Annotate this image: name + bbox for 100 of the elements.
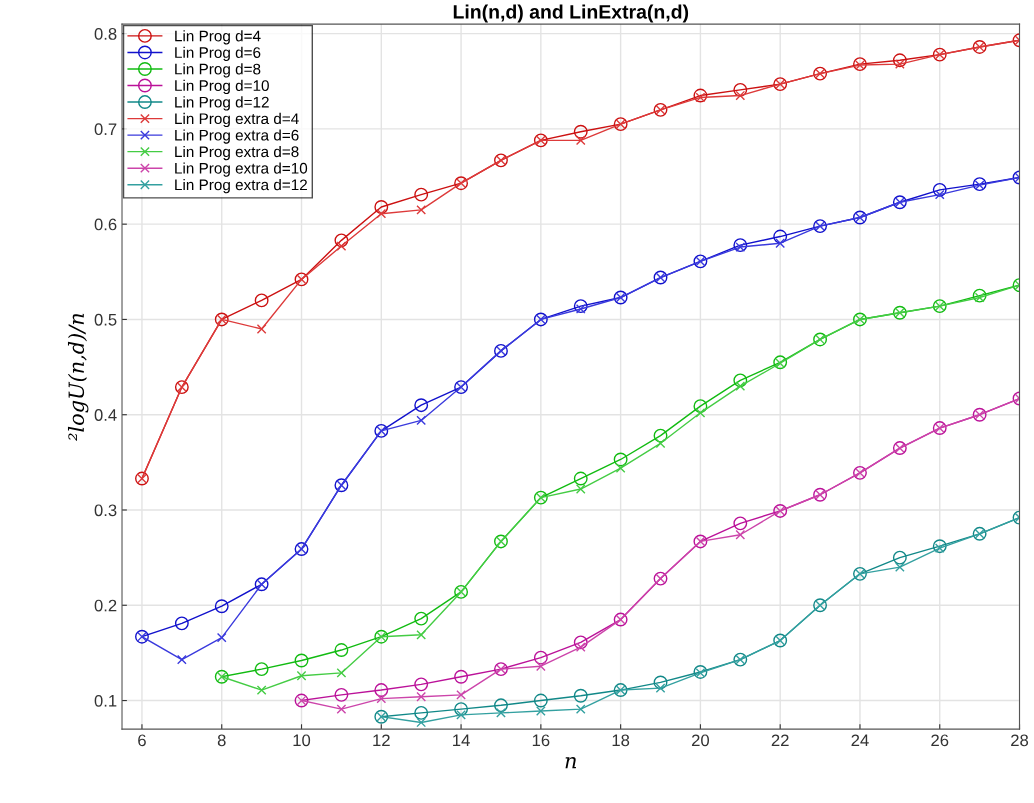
point <box>416 691 427 702</box>
x-tick-label: 14 <box>453 734 470 747</box>
point <box>414 705 429 720</box>
point <box>416 415 427 426</box>
x-tick-label: 22 <box>771 734 789 747</box>
point <box>376 693 387 704</box>
point <box>336 241 347 251</box>
x-tick-label: 24 <box>851 734 869 747</box>
point <box>174 616 189 631</box>
point <box>214 599 229 614</box>
point <box>733 238 748 253</box>
point <box>294 653 309 668</box>
y-tick-label: 0.3 <box>94 504 117 517</box>
point <box>334 233 349 248</box>
point <box>535 706 546 716</box>
point <box>494 698 508 713</box>
point <box>376 208 387 219</box>
point <box>414 611 429 626</box>
point <box>932 182 947 197</box>
point <box>892 53 907 68</box>
point <box>775 238 786 249</box>
point <box>573 635 588 650</box>
point <box>575 135 586 146</box>
y-tick-label: 0.6 <box>94 218 117 231</box>
y-tick-label: 0.1 <box>94 694 117 707</box>
point <box>653 675 668 690</box>
point <box>892 550 907 565</box>
point <box>735 242 746 252</box>
y-tick-label: 0.4 <box>94 409 117 421</box>
legend-label: Lin Prog d=10 <box>175 79 269 95</box>
point <box>653 428 668 443</box>
legend-label: Lin Prog d=12 <box>175 96 269 111</box>
x-tick-label: 16 <box>532 734 550 747</box>
point <box>575 304 586 314</box>
point <box>454 669 469 684</box>
point <box>575 642 586 653</box>
point <box>575 704 586 714</box>
legend-label: Lin Prog extra d=10 <box>175 162 308 177</box>
point <box>733 516 748 531</box>
point <box>374 200 389 214</box>
point <box>613 452 628 467</box>
point <box>414 677 429 692</box>
point <box>334 687 349 702</box>
point <box>655 438 666 449</box>
point <box>456 689 466 700</box>
point <box>496 708 506 718</box>
point <box>533 693 548 708</box>
point <box>336 668 347 678</box>
x-tick-label: 8 <box>217 734 226 747</box>
point <box>735 381 746 391</box>
point <box>733 373 748 388</box>
point <box>374 683 389 698</box>
y-tick-label: 0.7 <box>94 123 117 136</box>
point <box>176 654 187 665</box>
point <box>256 685 267 695</box>
point <box>416 717 427 728</box>
y-tick-label: 0.2 <box>94 599 117 612</box>
point <box>974 292 985 303</box>
point <box>693 399 708 414</box>
point <box>573 124 588 139</box>
y-tick-label: 0.5 <box>94 313 117 326</box>
point <box>216 632 227 643</box>
point <box>416 205 427 215</box>
point <box>695 407 706 418</box>
legend-label: Lin Prog d=6 <box>175 46 261 61</box>
legend-label: Lin Prog extra d=4 <box>175 112 299 128</box>
x-tick-label: 18 <box>612 734 630 747</box>
point <box>573 471 588 486</box>
point <box>456 709 466 720</box>
point <box>533 650 548 665</box>
x-tick-label: 12 <box>373 734 390 747</box>
point <box>575 484 586 494</box>
y-tick-label: 0.8 <box>94 28 117 40</box>
point <box>256 324 267 334</box>
x-tick-label: 20 <box>691 734 710 747</box>
point <box>334 643 349 657</box>
point <box>934 543 945 553</box>
chart-title: Lin(n,d) and LinExtra(n,d) <box>453 4 689 23</box>
legend-label: Lin Prog d=4 <box>175 30 261 45</box>
point <box>573 299 588 314</box>
x-axis-title: n <box>565 757 577 769</box>
x-tick-label: 26 <box>931 734 949 747</box>
point <box>894 562 905 573</box>
legend-label: Lin Prog d=8 <box>175 63 261 78</box>
point <box>414 187 429 202</box>
point <box>972 288 987 303</box>
point <box>336 704 347 714</box>
point <box>615 463 626 473</box>
point <box>693 88 708 103</box>
point <box>454 702 469 717</box>
point <box>655 683 666 694</box>
legend-label: Lin Prog extra d=8 <box>175 145 299 161</box>
point <box>254 662 269 677</box>
point <box>535 661 546 672</box>
legend-label: Lin Prog extra d=12 <box>175 179 307 194</box>
point <box>573 688 588 703</box>
point <box>934 189 945 200</box>
point <box>254 293 269 308</box>
point <box>414 398 429 413</box>
point <box>416 629 427 640</box>
